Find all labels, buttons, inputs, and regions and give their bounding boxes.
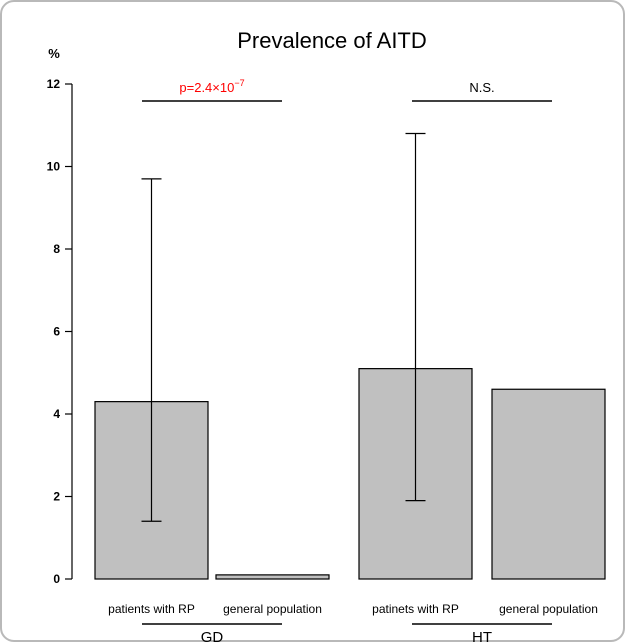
annotation-text-1: N.S. bbox=[469, 80, 494, 95]
bar-3 bbox=[491, 388, 606, 580]
y-axis: 0 2 4 6 8 10 12 bbox=[47, 77, 73, 586]
y-tick-label-4: 8 bbox=[53, 242, 60, 256]
y-tick-label-2: 4 bbox=[53, 407, 60, 421]
y-tick-label-3: 6 bbox=[53, 325, 60, 339]
annotation-text-0: p=2.4×10−7 bbox=[179, 78, 244, 95]
y-tick-label-1: 2 bbox=[53, 490, 60, 504]
significance-annotations: p=2.4×10−7 N.S. bbox=[142, 78, 552, 102]
x-tick-label-2: patinets with RP bbox=[372, 602, 459, 616]
error-bars bbox=[141, 132, 426, 522]
x-tick-labels: patients with RP general population patine… bbox=[108, 602, 598, 616]
y-tick-label-6: 12 bbox=[47, 77, 61, 91]
error-bar-2 bbox=[405, 132, 426, 502]
group-label-1: HT bbox=[472, 629, 492, 644]
x-tick-label-1: general population bbox=[223, 602, 322, 616]
group-labels: GD HT bbox=[142, 623, 552, 644]
bars bbox=[94, 368, 606, 580]
y-tick-label-5: 10 bbox=[47, 160, 61, 174]
y-tick-label-0: 0 bbox=[53, 572, 60, 586]
bar-1 bbox=[215, 574, 330, 580]
y-axis-label: % bbox=[48, 46, 60, 61]
chart-title: Prevalence of AITD bbox=[237, 28, 427, 53]
group-label-0: GD bbox=[201, 629, 224, 644]
x-tick-label-0: patients with RP bbox=[108, 602, 195, 616]
error-bar-0 bbox=[141, 178, 162, 522]
x-tick-label-3: general population bbox=[499, 602, 598, 616]
